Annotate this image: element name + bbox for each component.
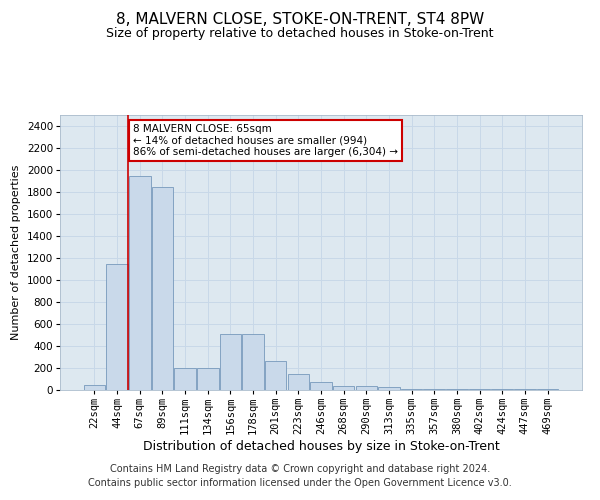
Bar xyxy=(197,368,218,390)
Text: 8 MALVERN CLOSE: 65sqm
← 14% of detached houses are smaller (994)
86% of semi-de: 8 MALVERN CLOSE: 65sqm ← 14% of detached… xyxy=(133,124,398,157)
Bar xyxy=(469,389,490,390)
Bar xyxy=(424,389,445,390)
Bar xyxy=(242,334,264,390)
Bar xyxy=(265,362,286,390)
X-axis label: Distribution of detached houses by size in Stoke-on-Trent: Distribution of detached houses by size … xyxy=(143,440,499,453)
Bar xyxy=(401,389,422,390)
Bar xyxy=(287,374,309,390)
Bar xyxy=(129,176,151,390)
Bar xyxy=(220,334,241,390)
Bar xyxy=(175,368,196,390)
Text: Contains HM Land Registry data © Crown copyright and database right 2024.
Contai: Contains HM Land Registry data © Crown c… xyxy=(88,464,512,487)
Y-axis label: Number of detached properties: Number of detached properties xyxy=(11,165,21,340)
Bar xyxy=(152,186,173,390)
Text: 8, MALVERN CLOSE, STOKE-ON-TRENT, ST4 8PW: 8, MALVERN CLOSE, STOKE-ON-TRENT, ST4 8P… xyxy=(116,12,484,28)
Bar xyxy=(378,386,400,390)
Text: Size of property relative to detached houses in Stoke-on-Trent: Size of property relative to detached ho… xyxy=(106,28,494,40)
Bar xyxy=(333,386,355,390)
Bar xyxy=(84,384,105,390)
Bar xyxy=(356,386,377,390)
Bar xyxy=(446,389,467,390)
Bar xyxy=(106,264,128,390)
Bar xyxy=(310,382,332,390)
